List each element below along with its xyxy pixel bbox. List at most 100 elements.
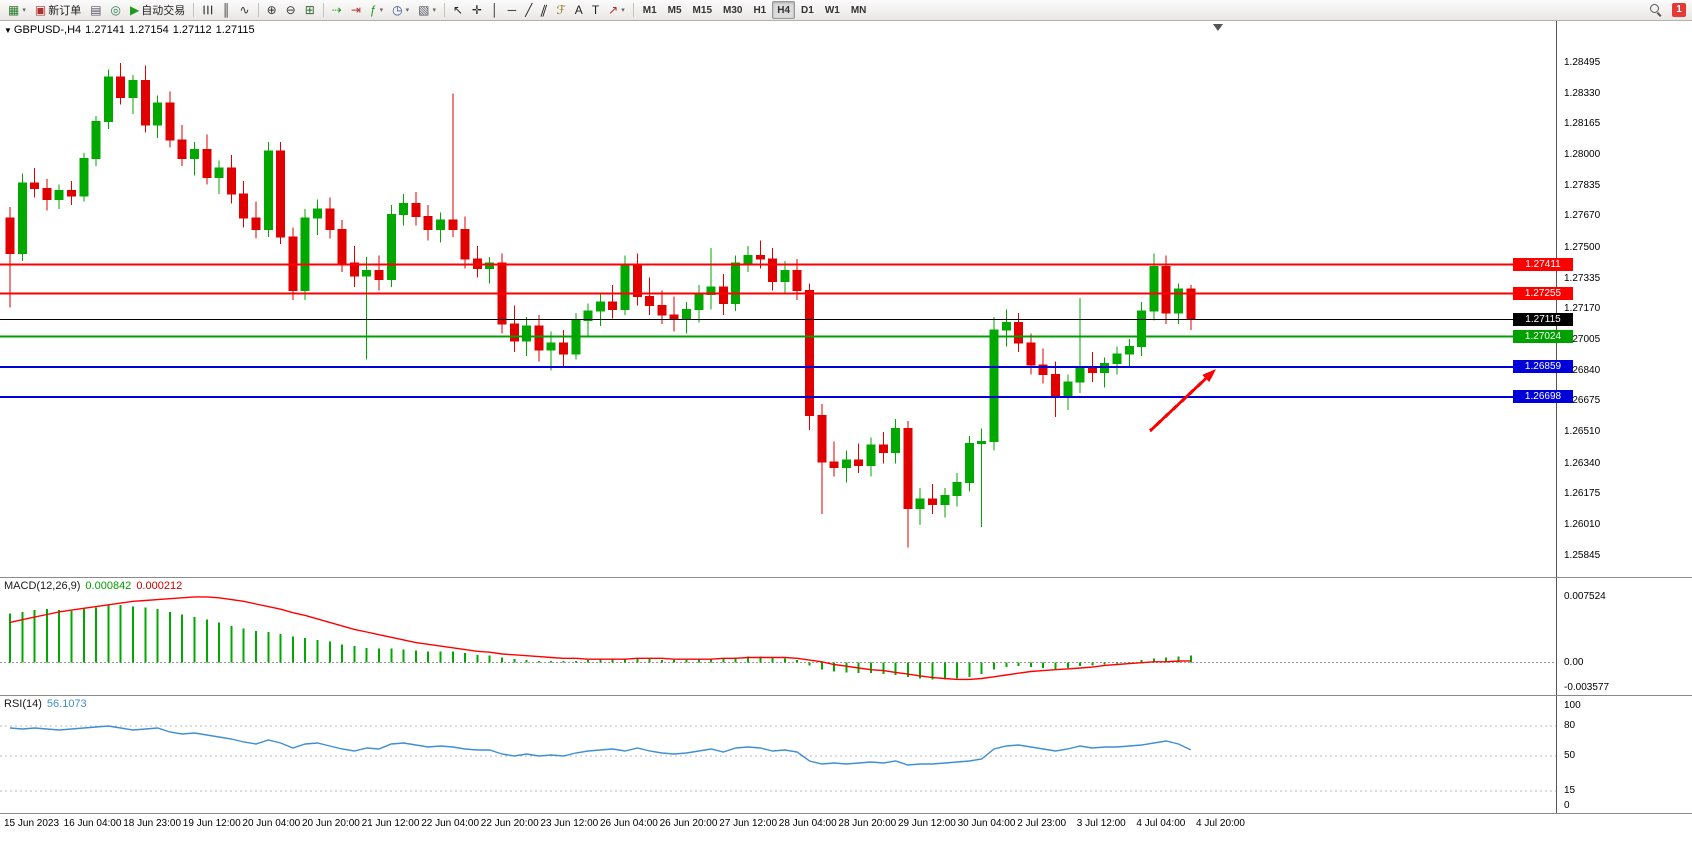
rsi-axis[interactable]: 100 80 50 15 0 [1556, 696, 1692, 813]
chart-plus-icon: ▦ [8, 3, 20, 17]
layers-icon: ▤ [90, 3, 102, 17]
main-chart-plot[interactable] [0, 21, 1556, 577]
fibonacci-button[interactable]: ℱ [552, 0, 569, 20]
templates-button[interactable]: ▧ ▾ [414, 0, 440, 20]
cursor-icon: ↖ [452, 3, 464, 17]
zoom-out-button[interactable]: ⊖ [282, 0, 300, 20]
timeframe-m30-button[interactable]: M30 [723, 4, 743, 16]
chart-window: ▼ GBPUSD-,H4 1.27141 1.27154 1.27112 1.27115 … [0, 21, 1692, 847]
time-label: 2 Jul 23:00 [1017, 818, 1067, 829]
line-chart-button[interactable]: ∿ [236, 0, 254, 20]
cursor-button[interactable]: ↖ [449, 0, 467, 20]
timeframe-buttons: M1 M5 M15 M30 H1 H4 D1 W1 MN [638, 1, 872, 19]
navigator-button[interactable]: ◎ [107, 0, 125, 20]
equidistant-channel-button[interactable]: ∥ [537, 0, 551, 20]
price-tick: 1.26510 [1564, 426, 1601, 438]
chart-shift-button[interactable]: ⇥ [347, 0, 365, 20]
price-tick: 1.27835 [1564, 179, 1601, 191]
time-label: 18 Jun 23:00 [123, 818, 182, 829]
autotrading-button[interactable]: ▶ 自动交易 [126, 0, 189, 20]
auto-scroll-button[interactable]: ⇢ [328, 0, 346, 20]
zoom-in-button[interactable]: ⊕ [263, 0, 281, 20]
price-line-box: 1.27255 [1513, 286, 1573, 300]
time-label: 22 Jun 04:00 [421, 818, 480, 829]
price-tick: 1.26340 [1564, 457, 1601, 469]
time-label: 28 Jun 04:00 [778, 818, 837, 829]
timeframe-d1-button[interactable]: D1 [801, 4, 814, 16]
toolbar-separator [257, 3, 259, 17]
arrows-button[interactable]: ↗ ▾ [604, 0, 629, 20]
macd-plot[interactable] [0, 578, 1556, 695]
time-label: 3 Jul 12:00 [1076, 818, 1126, 829]
time-label: 29 Jun 12:00 [898, 818, 956, 829]
time-label: 22 Jun 20:00 [480, 818, 539, 829]
text-label-button[interactable]: T [588, 0, 603, 20]
dropdown-arrow-icon: ▾ [621, 7, 625, 14]
tile-windows-button[interactable]: ⊞ [301, 0, 319, 20]
rsi-value: 56.1073 [46, 698, 87, 710]
time-label: 4 Jul 04:00 [1136, 818, 1186, 829]
channel-icon: ∥ [539, 3, 550, 17]
horizontal-line-button[interactable]: ─ [504, 0, 521, 20]
notification-badge[interactable]: 1 [1672, 3, 1686, 17]
timeframe-h4-button[interactable]: H4 [772, 1, 796, 19]
timeframe-m15-button[interactable]: M15 [692, 4, 712, 16]
time-axis[interactable]: 15 Jun 2023 16 Jun 04:00 18 Jun 23:00 19 Ju… [0, 814, 1692, 847]
price-tick: 1.27005 [1564, 334, 1601, 345]
macd-main-value: 0.000842 [85, 580, 132, 592]
time-label: 28 Jun 20:00 [838, 818, 897, 829]
timeframe-m5-button[interactable]: M5 [667, 4, 682, 16]
time-label: 16 Jun 04:00 [63, 818, 122, 829]
timeframe-m1-button[interactable]: M1 [642, 4, 657, 16]
toolbar-separator [193, 3, 195, 17]
time-label: 23 Jun 12:00 [540, 818, 599, 829]
time-label: 15 Jun 2023 [4, 818, 60, 829]
indicators-button[interactable]: ƒ ▾ [366, 0, 387, 20]
candlestick-chart-button[interactable]: ║ [218, 0, 235, 20]
bars-icon: ☰ [200, 4, 215, 16]
nav-icon: ◎ [110, 3, 122, 17]
price-axis[interactable]: 1.28495 1.28330 1.28165 1.28000 1.27835 1.276… [1513, 21, 1692, 577]
rsi-tick: 15 [1564, 785, 1576, 796]
vertical-line-button[interactable]: │ [487, 0, 503, 20]
rsi-tick: 100 [1564, 700, 1581, 711]
trendline-button[interactable]: ╱ [521, 0, 536, 20]
price-line-box: 1.27024 [1513, 329, 1573, 343]
time-label: 21 Jun 12:00 [361, 818, 420, 829]
periods-button[interactable]: ◷ ▾ [388, 0, 413, 20]
dropdown-arrow-icon: ▾ [379, 7, 384, 14]
trendline-icon: ╱ [525, 3, 533, 17]
price-tick: 1.26675 [1564, 395, 1601, 407]
macd-tick: 0.00 [1564, 656, 1584, 668]
tile-icon: ⊞ [304, 3, 315, 17]
rsi-layer [0, 725, 1556, 792]
toolbar: ▦ ▾ ▣ 新订单 ▤ ◎ ▶ 自动交易 ☰ ║ ∿ ⊕ ⊖ ⊞ ⇢ ⇥ ƒ ▾ ◷ ▾ ▧ ▾ ↖ ✛ │ ─ ╱ ∥ ℱ A T ↗ ▾ M… [0, 0, 1692, 21]
bar-low: 1.27112 [172, 24, 212, 36]
timeframe-mn-button[interactable]: MN [850, 4, 867, 16]
price-tick: 1.26175 [1564, 488, 1601, 500]
price-tick: 1.25845 [1564, 549, 1601, 561]
price-line-box: 1.27411 [1513, 257, 1573, 271]
price-tick: 1.27500 [1564, 241, 1601, 253]
price-tick: 1.28495 [1564, 56, 1601, 68]
text-button[interactable]: A [571, 0, 587, 20]
shift-icon: ⇥ [350, 3, 361, 17]
price-tick: 1.27670 [1564, 210, 1601, 222]
new-chart-button[interactable]: ▦ ▾ [4, 0, 30, 20]
indicators-icon: ƒ [369, 3, 377, 17]
clock-icon: ◷ [392, 3, 403, 17]
toolbar-separator [443, 3, 445, 17]
macd-axis[interactable]: 0.007524 0.00 -0.003577 [1556, 578, 1692, 695]
time-label: 4 Jul 20:00 [1196, 818, 1245, 829]
search-button[interactable] [1649, 3, 1663, 17]
autotrading-button-label: 自动交易 [141, 5, 186, 17]
bar-chart-button[interactable]: ☰ [198, 0, 217, 20]
market-watch-button[interactable]: ▤ [86, 0, 105, 20]
price-tick: 1.28000 [1564, 148, 1601, 160]
crosshair-button[interactable]: ✛ [468, 0, 486, 20]
timeframe-h1-button[interactable]: H1 [753, 4, 767, 16]
timeframe-w1-button[interactable]: W1 [824, 4, 840, 16]
new-order-button[interactable]: ▣ 新订单 [31, 0, 85, 20]
rsi-plot[interactable] [0, 696, 1556, 813]
order-icon: ▣ [34, 3, 47, 17]
